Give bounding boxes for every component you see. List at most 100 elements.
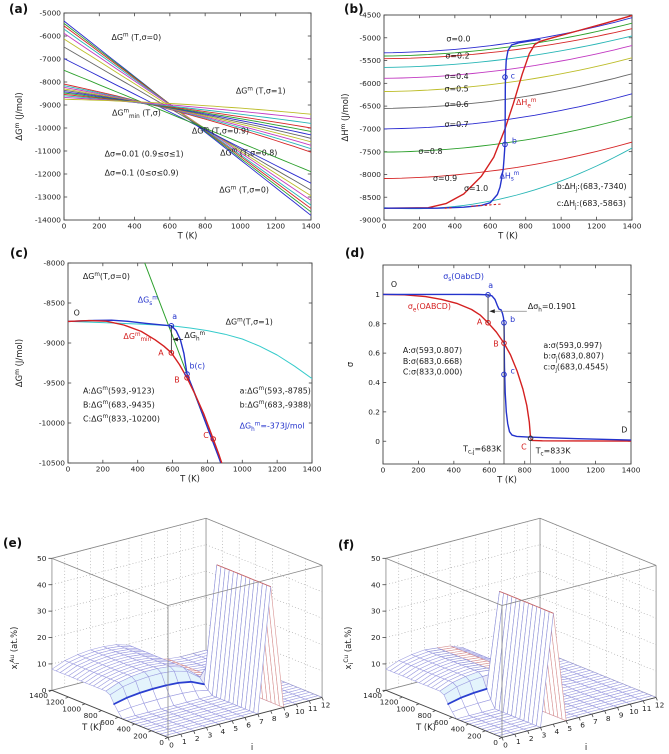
svg-text:3: 3 xyxy=(208,730,213,739)
svg-text:1: 1 xyxy=(182,737,187,746)
svg-text:b:ΔGm(683,-9388): b:ΔGm(683,-9388) xyxy=(240,400,311,409)
svg-text:400: 400 xyxy=(451,725,465,734)
svg-text:12: 12 xyxy=(321,700,330,709)
svg-text:-4500: -4500 xyxy=(360,11,382,20)
svg-text:7: 7 xyxy=(593,717,598,726)
svg-text:ΔGm (T,σ=0): ΔGm (T,σ=0) xyxy=(219,185,269,194)
svg-text:A: A xyxy=(158,348,164,357)
svg-text:Δσh=0.1901: Δσh=0.1901 xyxy=(528,302,576,313)
svg-text:T (K): T (K) xyxy=(497,231,518,241)
svg-text:C: C xyxy=(521,442,527,451)
svg-text:800: 800 xyxy=(518,466,532,475)
svg-text:σ=0.0: σ=0.0 xyxy=(446,35,470,44)
svg-text:4: 4 xyxy=(555,727,560,736)
svg-text:800: 800 xyxy=(200,465,214,474)
panel-b-chart: 0 200 400 600 800 1000 1200 1400 -9000 -8500 -8000… xyxy=(340,11,642,241)
svg-text:-9000: -9000 xyxy=(44,339,66,348)
svg-text:1200: 1200 xyxy=(266,222,285,231)
panel-a-letter: (a) xyxy=(9,2,29,16)
svg-text:800: 800 xyxy=(418,711,432,720)
svg-text:0: 0 xyxy=(169,741,174,750)
svg-text:-5500: -5500 xyxy=(360,56,382,65)
svg-text:5: 5 xyxy=(233,724,238,733)
svg-text:10: 10 xyxy=(295,707,305,716)
svg-text:a: a xyxy=(172,312,177,321)
svg-text:-8500: -8500 xyxy=(44,299,66,308)
svg-text:600: 600 xyxy=(100,718,114,727)
svg-text:A: A xyxy=(477,317,483,326)
svg-text:σe(OABCD): σe(OABCD) xyxy=(408,302,451,313)
svg-text:50: 50 xyxy=(37,554,47,563)
svg-text:i: i xyxy=(251,742,253,752)
svg-text:1200: 1200 xyxy=(46,698,65,707)
svg-text:200: 200 xyxy=(92,222,106,231)
svg-text:40: 40 xyxy=(371,580,381,589)
svg-text:O: O xyxy=(74,308,80,317)
svg-text:0: 0 xyxy=(493,738,498,747)
svg-text:ΔHm (J/mol): ΔHm (J/mol) xyxy=(340,94,350,142)
svg-text:1400: 1400 xyxy=(622,466,641,475)
svg-text:200: 200 xyxy=(412,222,426,231)
svg-text:0.4: 0.4 xyxy=(368,378,380,387)
svg-text:T (K): T (K) xyxy=(496,475,517,485)
svg-text:9: 9 xyxy=(619,710,624,719)
svg-text:1000: 1000 xyxy=(233,465,252,474)
svg-text:b: b xyxy=(510,315,515,324)
svg-text:1400: 1400 xyxy=(363,691,382,700)
svg-text:c:σj(683,0.4545): c:σj(683,0.4545) xyxy=(543,362,608,373)
svg-text:20: 20 xyxy=(371,633,381,642)
svg-text:1000: 1000 xyxy=(552,222,571,231)
svg-text:B:σ(683,0.668): B:σ(683,0.668) xyxy=(403,357,462,366)
svg-text:C:ΔGm(833,-10200): C:ΔGm(833,-10200) xyxy=(83,414,160,423)
panel-d-chart: 0 200 400 600 800 1000 1200 1400 0 0.2 0.4 0.6 0.8 1 T… xyxy=(345,264,641,485)
svg-text:-10000: -10000 xyxy=(35,124,61,133)
svg-text:200: 200 xyxy=(96,465,110,474)
svg-text:A:σ(593,0.807): A:σ(593,0.807) xyxy=(403,346,462,355)
svg-text:-5000: -5000 xyxy=(40,9,62,18)
svg-text:b:ΔHj:(683,-7340): b:ΔHj:(683,-7340) xyxy=(557,182,627,193)
panel-a-chart: 0 200 400 600 800 1000 1200 1400 -14000 -13000 -12… xyxy=(14,9,321,241)
svg-text:A:ΔGm(593,-9123): A:ΔGm(593,-9123) xyxy=(83,386,155,395)
svg-text:ΔGsm: ΔGsm xyxy=(138,295,158,306)
svg-text:10: 10 xyxy=(629,707,639,716)
panel-c-letter: (c) xyxy=(10,246,29,260)
panel-e-letter: (e) xyxy=(3,536,23,550)
svg-text:0: 0 xyxy=(375,437,380,446)
svg-text:-12000: -12000 xyxy=(35,170,61,179)
svg-text:σ=0.4: σ=0.4 xyxy=(445,72,469,81)
svg-text:-10500: -10500 xyxy=(39,459,65,468)
svg-text:ΔHem: ΔHem xyxy=(516,98,537,109)
svg-text:ΔGhm=-373J/mol: ΔGhm=-373J/mol xyxy=(240,421,305,432)
svg-text:200: 200 xyxy=(467,731,481,740)
svg-text:ΔGm(T,σ=1): ΔGm(T,σ=1) xyxy=(226,317,273,326)
svg-text:1400: 1400 xyxy=(29,691,48,700)
svg-text:200: 200 xyxy=(411,466,425,475)
svg-text:C:σ(833,0.000): C:σ(833,0.000) xyxy=(403,368,462,377)
svg-text:i: i xyxy=(585,742,587,752)
panel-c-chart: 0 200 400 600 800 1000 1200 1400 -10500 -10000 -95… xyxy=(14,259,322,484)
svg-text:ΔGm (T,σ=0.8): ΔGm (T,σ=0.8) xyxy=(220,148,277,157)
svg-text:T (K): T (K) xyxy=(179,474,200,484)
svg-text:7: 7 xyxy=(259,717,264,726)
svg-text:ΔGm (J/mol): ΔGm (J/mol) xyxy=(14,92,24,140)
svg-text:1000: 1000 xyxy=(396,704,415,713)
svg-text:30: 30 xyxy=(371,607,381,616)
svg-text:σ=0.9: σ=0.9 xyxy=(433,174,457,183)
svg-text:ΔGm (J/mol): ΔGm (J/mol) xyxy=(14,339,24,387)
svg-text:1: 1 xyxy=(516,737,521,746)
svg-text:0: 0 xyxy=(381,466,386,475)
svg-text:600: 600 xyxy=(434,718,448,727)
svg-text:a:σ(593,0.997): a:σ(593,0.997) xyxy=(543,341,602,350)
svg-text:0: 0 xyxy=(159,738,164,747)
svg-text:200: 200 xyxy=(133,731,147,740)
svg-text:600: 600 xyxy=(482,466,496,475)
svg-text:10: 10 xyxy=(371,660,381,669)
svg-text:-7000: -7000 xyxy=(360,124,382,133)
svg-text:0: 0 xyxy=(376,686,381,695)
svg-text:-8000: -8000 xyxy=(44,259,66,268)
svg-text:-7000: -7000 xyxy=(40,55,62,64)
svg-text:c: c xyxy=(511,72,515,81)
svg-text:0: 0 xyxy=(66,465,71,474)
